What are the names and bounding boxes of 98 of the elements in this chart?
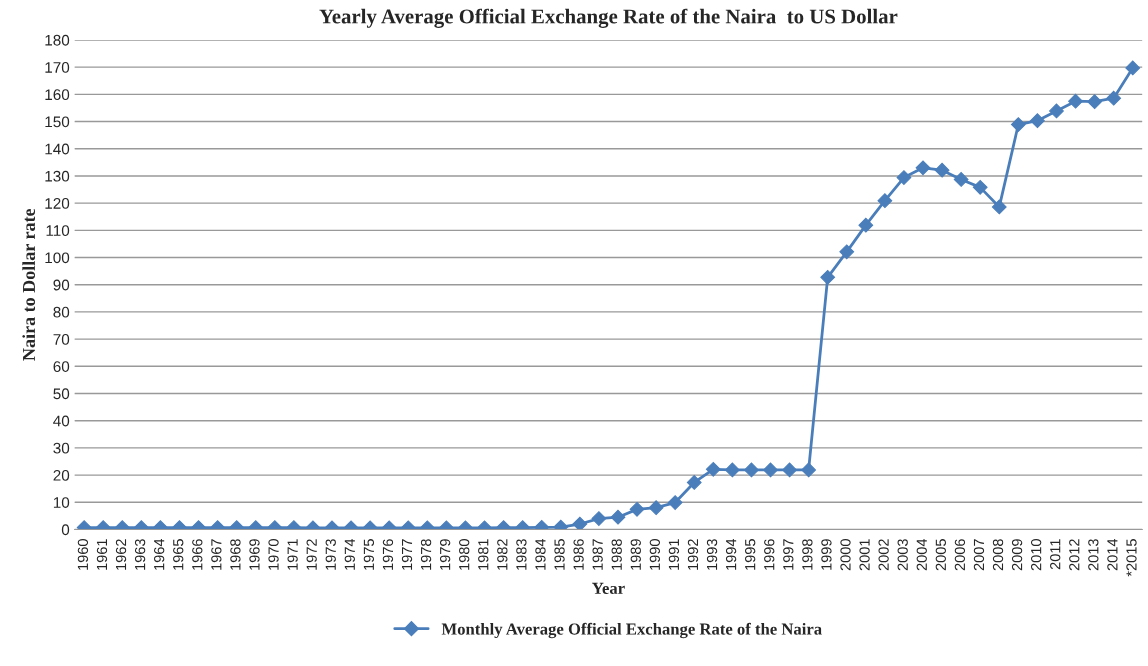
- y-tick-label: 50: [53, 388, 70, 400]
- y-tick-label: 90: [53, 279, 70, 291]
- point: [1068, 93, 1083, 109]
- x-tick-label: 1984: [535, 538, 546, 570]
- point: [915, 160, 931, 176]
- x-tick-label: 1983: [516, 539, 527, 570]
- point: [1030, 113, 1045, 129]
- x-tick-label: 2007: [973, 539, 985, 571]
- x-tick-label: 1971: [287, 539, 298, 570]
- x-tick-label: 1962: [115, 539, 127, 570]
- point: [877, 193, 893, 209]
- x-tick-label: 1963: [134, 539, 146, 570]
- x-tick-label: 2004: [916, 538, 927, 571]
- x-tick-label: 1999: [821, 539, 832, 570]
- point: [858, 217, 874, 233]
- x-tick-label: 1966: [192, 539, 203, 570]
- x-tick-label: 2012: [1069, 539, 1080, 571]
- x-tick-label: 2003: [897, 539, 908, 571]
- y-tick-label: 20: [53, 469, 70, 481]
- y-tick-label: 170: [45, 62, 70, 73]
- x-tick-label: 1995: [745, 539, 756, 570]
- x-tick-label: 2002: [878, 539, 889, 571]
- point: [1010, 117, 1026, 132]
- x-tick-label: 1986: [573, 539, 584, 570]
- x-tick-label: 2005: [935, 539, 946, 571]
- legend-label: Monthly Average Official Exchange Rate of the Naira: [441, 622, 822, 639]
- x-tick-label: 1996: [764, 539, 775, 570]
- x-tick-label: 1972: [306, 539, 317, 570]
- point: [839, 244, 855, 260]
- y-tick-label: 110: [46, 225, 70, 237]
- x-tick-label: 1994: [725, 538, 737, 570]
- x-tick-label: 1964: [154, 538, 165, 570]
- x-tick-label: 1961: [96, 539, 108, 570]
- x-tick-label: 1993: [706, 539, 718, 570]
- x-tick-label: 1992: [687, 539, 699, 570]
- y-tick-label: 120: [45, 198, 70, 209]
- x-tick-label: 1968: [230, 539, 241, 570]
- y-tick-label: 100: [45, 252, 70, 264]
- x-tick-label: 2006: [954, 539, 966, 571]
- y-tick-label: 80: [53, 306, 70, 318]
- y-tick-label: 0: [61, 524, 70, 536]
- x-tick-label: 1998: [802, 539, 813, 570]
- x-tick-label: *2015: [1126, 539, 1137, 577]
- point: [820, 269, 836, 285]
- x-tick-label: 1977: [401, 539, 413, 570]
- point: [705, 461, 721, 477]
- x-tick-label: 1981: [478, 539, 489, 570]
- x-tick-label: 1987: [592, 539, 603, 570]
- point: [991, 199, 1007, 215]
- x-tick-label: 1969: [249, 539, 260, 570]
- y-tick-label: 150: [45, 116, 70, 128]
- x-tick-label: 1991: [668, 539, 680, 570]
- point: [1106, 90, 1122, 106]
- x-tick-label: 2009: [1011, 539, 1023, 571]
- x-tick-label: 1974: [344, 538, 355, 570]
- y-tick-label: 180: [45, 34, 70, 46]
- y-tick-label: 70: [53, 333, 70, 345]
- x-tick-label: 1973: [325, 539, 336, 570]
- y-tick-label: 60: [53, 361, 70, 372]
- point: [934, 162, 950, 178]
- x-tick-label: 1978: [420, 539, 432, 570]
- y-tick-label: 140: [45, 143, 70, 155]
- point: [972, 179, 988, 195]
- x-tick-label: 1989: [630, 539, 641, 570]
- x-axis-title: Year: [592, 582, 625, 594]
- x-tick-label: 2008: [992, 539, 1004, 571]
- x-tick-label: 2000: [840, 539, 851, 571]
- x-tick-label: 2014: [1107, 538, 1118, 571]
- chart-title: Yearly Average Official Exchange Rate of the Naira to US Dollar: [319, 8, 898, 28]
- y-tick-label: 40: [53, 415, 70, 427]
- x-tick-label: 1980: [459, 539, 470, 570]
- x-tick-label: 2011: [1050, 539, 1061, 570]
- point: [572, 516, 588, 530]
- x-tick-label: 2001: [859, 539, 870, 571]
- x-tick-label: 1967: [211, 539, 222, 570]
- x-tick-label: 1997: [783, 539, 794, 570]
- y-tick-label: 30: [53, 442, 70, 454]
- point: [1087, 94, 1102, 110]
- x-tick-label: 1965: [173, 539, 184, 570]
- x-tick-label: 2010: [1030, 539, 1042, 571]
- x-tick-label: 1979: [439, 539, 451, 570]
- point: [1049, 103, 1064, 119]
- point: [896, 170, 912, 185]
- x-tick-label: 1990: [649, 539, 661, 570]
- x-tick-label: 1960: [77, 539, 89, 570]
- x-tick-label: 1970: [268, 539, 279, 570]
- x-tick-label: 1976: [382, 539, 394, 570]
- y-axis-title: Naira to Dollar rate: [22, 208, 36, 361]
- y-tick-label: 160: [45, 89, 70, 101]
- point: [1125, 60, 1141, 76]
- y-tick-label: 130: [45, 170, 70, 182]
- x-tick-label: 1985: [554, 539, 565, 570]
- x-tick-label: 2013: [1088, 539, 1099, 571]
- y-tick-label: 10: [53, 497, 70, 508]
- x-tick-label: 1975: [363, 539, 375, 570]
- x-tick-label: 1982: [497, 539, 508, 570]
- point: [953, 172, 969, 187]
- x-tick-label: 1988: [611, 539, 622, 570]
